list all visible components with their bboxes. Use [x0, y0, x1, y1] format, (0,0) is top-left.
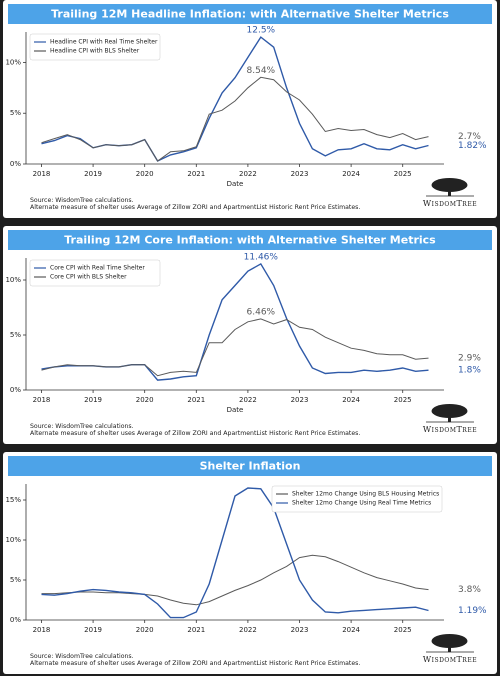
x-tick-label: 2023	[291, 626, 309, 634]
x-tick-label: 2025	[394, 626, 412, 634]
legend-label: Headline CPI with Real Time Shelter	[50, 39, 158, 46]
series-line	[41, 318, 429, 377]
x-tick-label: 2024	[342, 170, 360, 178]
series-line	[41, 487, 429, 619]
y-tick-label: 0%	[10, 160, 21, 168]
logo-canopy	[431, 634, 468, 648]
y-tick-label: 5%	[10, 576, 21, 584]
source-text: Source: WisdomTree calculations.	[30, 653, 134, 660]
legend-box	[271, 485, 443, 513]
chart-panel: Trailing 12M Core Inflation: with Altern…	[3, 226, 497, 444]
series-line	[41, 554, 429, 606]
logo: WisdomTree	[423, 655, 477, 664]
value-label: 1.82%	[458, 141, 487, 151]
note-text: Alternate measure of shelter uses Averag…	[30, 430, 360, 437]
source-text: Source: WisdomTree calculations.	[30, 197, 134, 204]
series-line	[41, 76, 429, 162]
x-tick-label: 2018	[33, 170, 51, 178]
y-tick-label: 10%	[5, 58, 21, 66]
x-tick-label: 2021	[187, 396, 205, 404]
legend-label: Shelter 12mo Change Using BLS Housing Me…	[292, 491, 439, 498]
x-axis-label: Date	[227, 180, 244, 188]
y-tick-label: 5%	[10, 331, 21, 339]
x-tick-label: 2025	[394, 170, 412, 178]
legend-label: Core CPI with Real Time Shelter	[50, 265, 145, 272]
logo: WisdomTree	[423, 425, 477, 434]
note-text: Alternate measure of shelter uses Averag…	[30, 204, 360, 211]
y-tick-label: 10%	[5, 276, 21, 284]
chart-title: Shelter Inflation	[200, 460, 301, 473]
x-tick-label: 2022	[239, 170, 257, 178]
value-label: 12.5%	[247, 26, 276, 36]
value-label: 2.9%	[458, 354, 481, 364]
x-tick-label: 2025	[394, 396, 412, 404]
value-label: 11.46%	[244, 252, 279, 262]
x-tick-label: 2019	[84, 626, 102, 634]
x-tick-label: 2019	[84, 396, 102, 404]
x-tick-label: 2021	[187, 626, 205, 634]
x-tick-label: 2020	[136, 170, 154, 178]
x-tick-label: 2020	[136, 626, 154, 634]
title-bar	[8, 4, 492, 24]
source-text: Source: WisdomTree calculations.	[30, 423, 134, 430]
value-label: 6.46%	[247, 307, 276, 317]
value-label: 3.8%	[458, 585, 481, 595]
logo: WisdomTree	[423, 199, 477, 208]
chart-title: Trailing 12M Core Inflation: with Altern…	[64, 234, 436, 247]
legend-box	[29, 33, 161, 61]
x-tick-label: 2022	[239, 396, 257, 404]
chart-panel: Shelter Inflation 0% 5% 10% 15% 2018 2019 2020 2…	[3, 452, 497, 674]
value-label: 2.7%	[458, 132, 481, 142]
y-tick-label: 0%	[10, 616, 21, 624]
x-tick-label: 2018	[33, 396, 51, 404]
x-tick-label: 2024	[342, 396, 360, 404]
x-tick-label: 2023	[291, 170, 309, 178]
logo-canopy	[431, 178, 468, 192]
x-tick-label: 2020	[136, 396, 154, 404]
chart-panel: Trailing 12M Headline Inflation: with Al…	[3, 0, 497, 218]
x-tick-label: 2022	[239, 626, 257, 634]
y-tick-label: 10%	[5, 536, 21, 544]
logo-canopy	[431, 404, 468, 418]
value-label: 8.54%	[247, 66, 276, 76]
chart-title: Trailing 12M Headline Inflation: with Al…	[51, 8, 449, 21]
y-tick-label: 15%	[5, 496, 21, 504]
x-tick-label: 2019	[84, 170, 102, 178]
x-tick-label: 2023	[291, 396, 309, 404]
legend-label: Shelter 12mo Change Using Real Time Metr…	[292, 500, 431, 507]
value-label: 1.8%	[458, 366, 481, 376]
note-text: Alternate measure of shelter uses Averag…	[30, 660, 360, 667]
x-tick-label: 2021	[187, 170, 205, 178]
panel-background	[3, 452, 497, 674]
title-bar	[8, 230, 492, 250]
value-label: 1.19%	[458, 606, 487, 616]
x-tick-label: 2018	[33, 626, 51, 634]
legend-label: Core CPI with BLS Shelter	[50, 274, 127, 281]
y-tick-label: 0%	[10, 386, 21, 394]
title-bar	[8, 456, 492, 476]
x-axis-label: Date	[227, 406, 244, 414]
y-tick-label: 5%	[10, 109, 21, 117]
legend-box	[29, 259, 161, 287]
legend-label: Headline CPI with BLS Shelter	[50, 48, 140, 55]
x-tick-label: 2024	[342, 626, 360, 634]
